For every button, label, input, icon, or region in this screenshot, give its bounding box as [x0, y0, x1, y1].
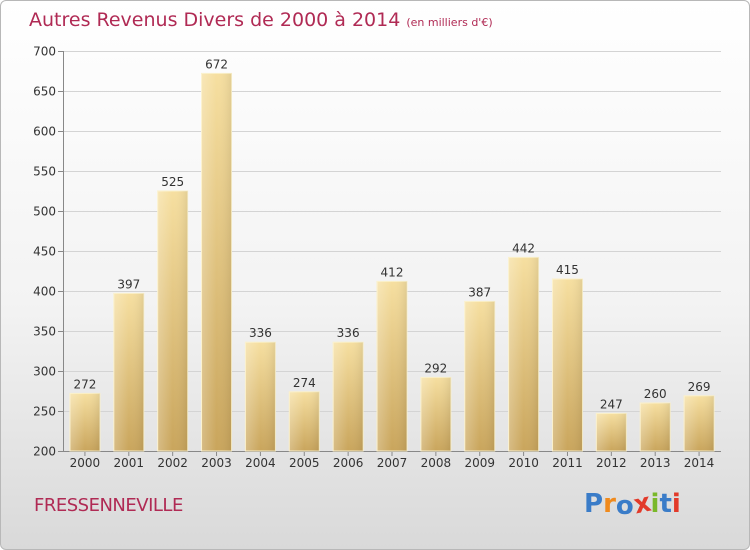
bar-shade [201, 73, 232, 452]
data-label: 269 [688, 380, 711, 394]
x-tick-label: 2002 [157, 456, 188, 470]
bar-shade [377, 281, 407, 451]
y-tick-label: 250 [33, 405, 56, 419]
data-label: 272 [73, 377, 96, 391]
y-tick-label: 200 [33, 445, 56, 459]
y-tick-label: 550 [33, 165, 56, 179]
bar-shade [289, 391, 320, 451]
x-tick-label: 2007 [377, 456, 408, 470]
chart-title: Autres Revenus Divers de 2000 à 2014 (en … [29, 9, 493, 31]
logo-letter: o [615, 491, 634, 521]
x-tick-label: 2012 [596, 456, 627, 470]
data-label: 442 [512, 241, 535, 255]
logo-letter: P [584, 489, 604, 519]
place-name: FRESSENNEVILLE [34, 495, 183, 516]
data-label: 336 [249, 326, 272, 340]
x-tick-label: 2013 [640, 456, 671, 470]
bar-shade [640, 403, 671, 451]
data-label: 387 [468, 285, 491, 299]
chart-title-text: Autres Revenus Divers de 2000 à 2014 [29, 9, 401, 31]
x-tick-label: 2009 [464, 456, 495, 470]
bar-shade [113, 293, 144, 451]
y-tick-label: 700 [33, 45, 56, 59]
y-tick-label: 500 [33, 205, 56, 219]
data-label: 260 [644, 387, 667, 401]
x-tick-label: 2008 [421, 456, 452, 470]
data-label: 415 [556, 263, 579, 277]
x-tick-label: 2004 [245, 456, 276, 470]
bar-shade [245, 342, 276, 451]
data-label: 336 [337, 326, 360, 340]
bar-shade [333, 342, 364, 451]
data-label: 397 [117, 277, 140, 291]
x-tick-label: 2014 [684, 456, 715, 470]
bars [69, 72, 715, 452]
bar-shade [157, 191, 188, 451]
x-tick-label: 2006 [333, 456, 364, 470]
y-tick-label: 600 [33, 125, 56, 139]
bar-shade [552, 279, 583, 451]
bar-shade [684, 395, 715, 451]
bar-shade [420, 377, 451, 451]
logo-letter: r [603, 489, 616, 519]
data-label: 412 [381, 265, 404, 279]
x-tick-label: 2001 [114, 456, 145, 470]
bar-shade [464, 301, 495, 451]
y-tick-label: 300 [33, 365, 56, 379]
x-tick-label: 2000 [70, 456, 101, 470]
bar-shade [508, 257, 539, 451]
x-tick-label: 2005 [289, 456, 320, 470]
x-tick-label: 2011 [552, 456, 583, 470]
y-tick-label: 450 [33, 245, 56, 259]
logo-letter: t [659, 489, 672, 519]
x-tick-label: 2010 [508, 456, 539, 470]
x-tick-label: 2003 [201, 456, 232, 470]
bar-shade [596, 413, 627, 451]
logo-letter: i [671, 489, 681, 519]
chart-subtitle: (en milliers d'€) [406, 16, 493, 29]
y-tick-label: 400 [33, 285, 56, 299]
data-label: 274 [293, 376, 316, 390]
bar-shade [69, 393, 100, 451]
proxiti-logo[interactable]: Proxiti [584, 488, 681, 521]
data-label: 247 [600, 397, 623, 411]
labels: 200 250 300 350 400 450 500 550 600 650 700 272 2000… [33, 45, 714, 471]
y-tick-label: 350 [33, 325, 56, 339]
data-label: 672 [205, 57, 228, 71]
data-label: 525 [161, 175, 184, 189]
y-tick-label: 650 [33, 85, 56, 99]
data-label: 292 [424, 361, 447, 375]
logo-letter: i [650, 489, 660, 519]
